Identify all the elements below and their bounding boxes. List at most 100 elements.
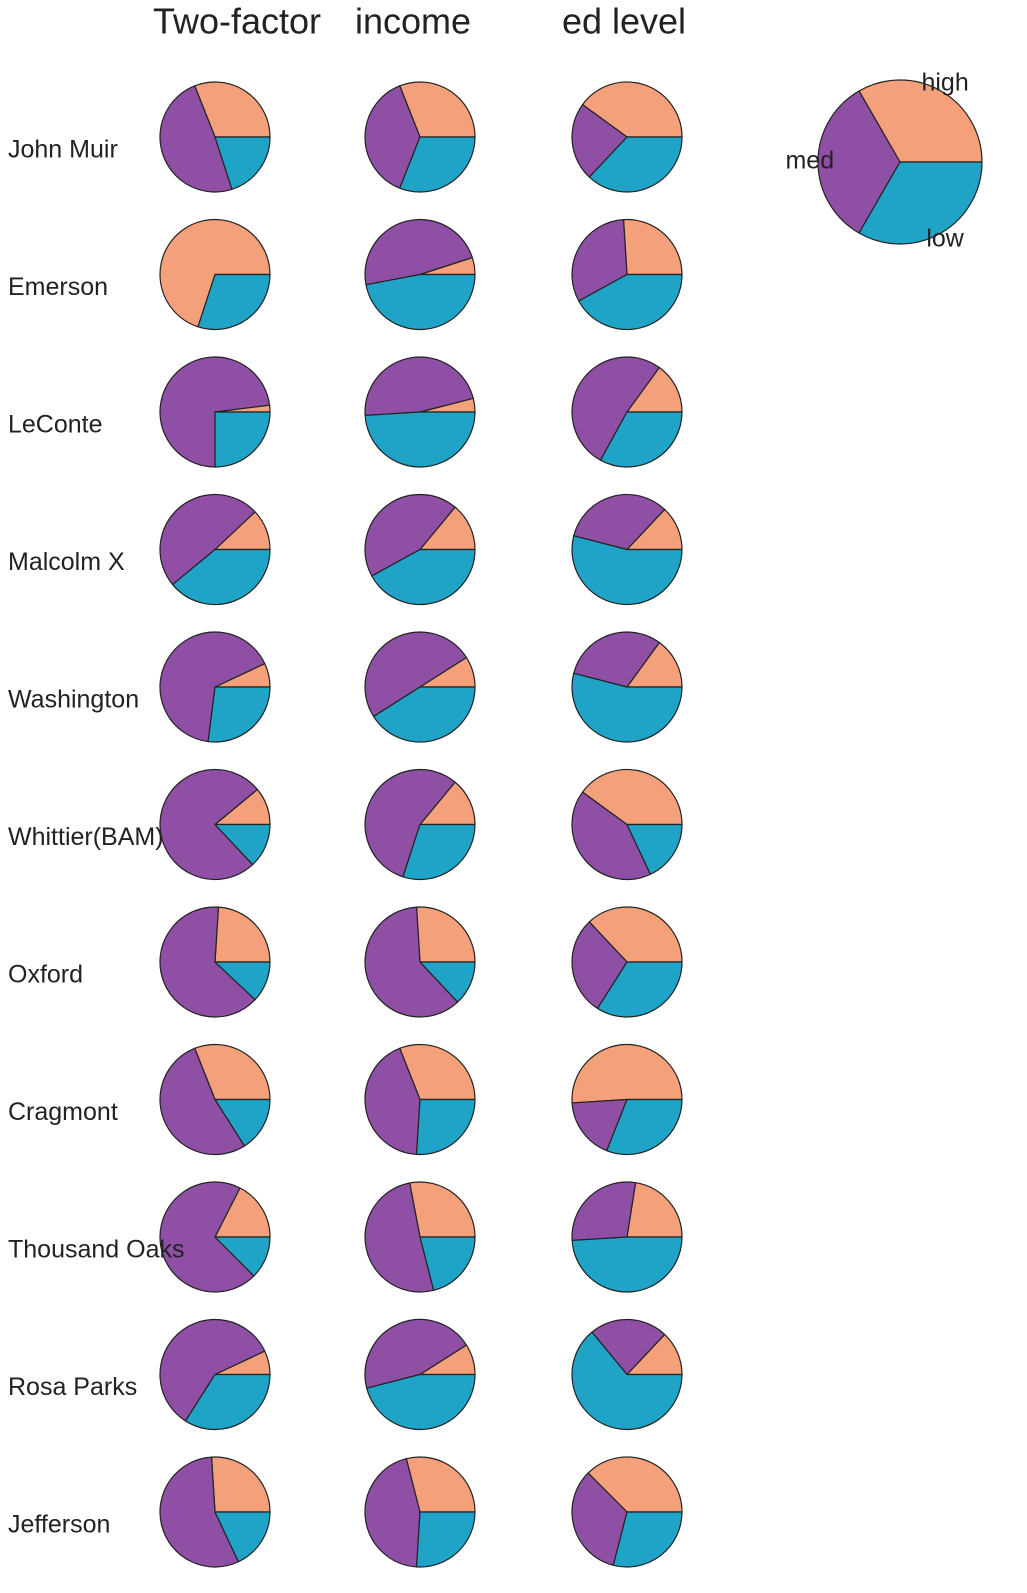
pie-slice [588,136,683,193]
row-label: Jefferson [8,1511,110,1539]
pie-slice [159,631,266,743]
pie-slice [573,493,666,551]
pie-slice [858,79,983,163]
pie-slice [573,631,660,688]
pie-slice [571,1472,628,1566]
pie-slice [197,273,271,331]
pie-slice [626,823,683,875]
pie-slice [626,641,683,688]
pie-slice [817,90,901,234]
pie-slice [587,1456,683,1513]
pie-slice [210,1456,271,1513]
pie-slice [571,1098,628,1152]
pie-slice [207,686,271,743]
pie-slice [415,1511,476,1568]
pie-slice [364,1047,421,1155]
pie-slice [172,548,271,606]
pie-slice [214,136,271,190]
pie-slice [159,1047,246,1156]
pie-slice [571,791,652,881]
row-label: John Muir [8,136,118,164]
legend-label: med [785,147,834,175]
row-label: Cragmont [8,1098,118,1126]
pie-slice [159,768,258,881]
pie-slice [366,1373,476,1431]
pie-slice [581,768,683,826]
pie-slice [364,1318,468,1389]
pie-slice [364,906,459,1018]
row-label: LeConte [8,411,103,439]
pie-slice [372,686,476,743]
row-label: Malcolm X [8,548,125,576]
pie-slice [194,1043,271,1101]
pie-slice [159,906,256,1018]
pie-slice [214,906,271,963]
pie-slice [364,631,468,718]
pie-slice [571,1043,683,1104]
legend-label: high [921,68,968,96]
pie-slice [159,1318,266,1422]
pie-slice [364,85,421,189]
pie-slice [419,1236,476,1291]
pie-slice [571,219,628,302]
pie-slice [405,1456,476,1513]
row-label: Emerson [8,273,108,301]
pie-slice [612,1511,683,1568]
pie-slice [194,81,271,138]
row-label: Thousand Oaks [8,1236,185,1264]
pie-slice [571,535,683,606]
pie-slice [571,921,628,1010]
legend-label: low [926,225,964,253]
pie-slice [364,218,473,286]
pie-slice [588,906,683,963]
pie-slice [184,1373,271,1431]
pie-slice [858,161,983,245]
pie-slice [622,218,683,276]
pie-slice [409,1181,476,1238]
pie-slice [364,356,474,417]
pie-slice [214,961,271,1001]
column-title: income [355,1,471,42]
pie-slice [214,1187,271,1238]
pie-slice [399,1043,476,1101]
pie-slice [626,1182,683,1238]
pie-slice [571,1236,683,1293]
pie-slice [364,411,476,468]
pie-slice [415,1098,476,1156]
pie-slice [571,356,660,461]
pie-slice [578,273,683,331]
pie-slice [159,493,256,586]
column-title: Two-factor [153,1,321,42]
pie-slice [591,1318,666,1376]
row-label: Washington [8,686,139,714]
pie-slice [159,85,233,193]
pie-slice [402,823,476,881]
pie-slice [214,1236,271,1277]
pie-slice [596,961,683,1018]
pie-slice [599,411,683,468]
pie-slice [159,1456,240,1568]
pie-slice [571,1181,637,1242]
pie-slice [364,768,456,878]
pie-slice [571,104,628,178]
pie-slice [214,1511,271,1563]
pie-slice [371,548,476,606]
pie-slice [214,411,271,468]
pie-slice [581,81,683,138]
pie-slice [606,1098,683,1156]
pie-slice [159,218,271,328]
pie-slice [364,493,456,577]
pie-slice [626,366,683,413]
pie-slice [415,906,476,963]
pie-slice [214,823,271,866]
pie-slice [159,1181,255,1293]
pie-slice [399,81,476,138]
row-label: Oxford [8,961,83,989]
pie-slice [364,1182,435,1293]
pie-slice [364,1458,421,1568]
column-title: ed level [562,1,686,42]
pie-slice [214,1098,271,1147]
pie-slice [571,672,683,743]
